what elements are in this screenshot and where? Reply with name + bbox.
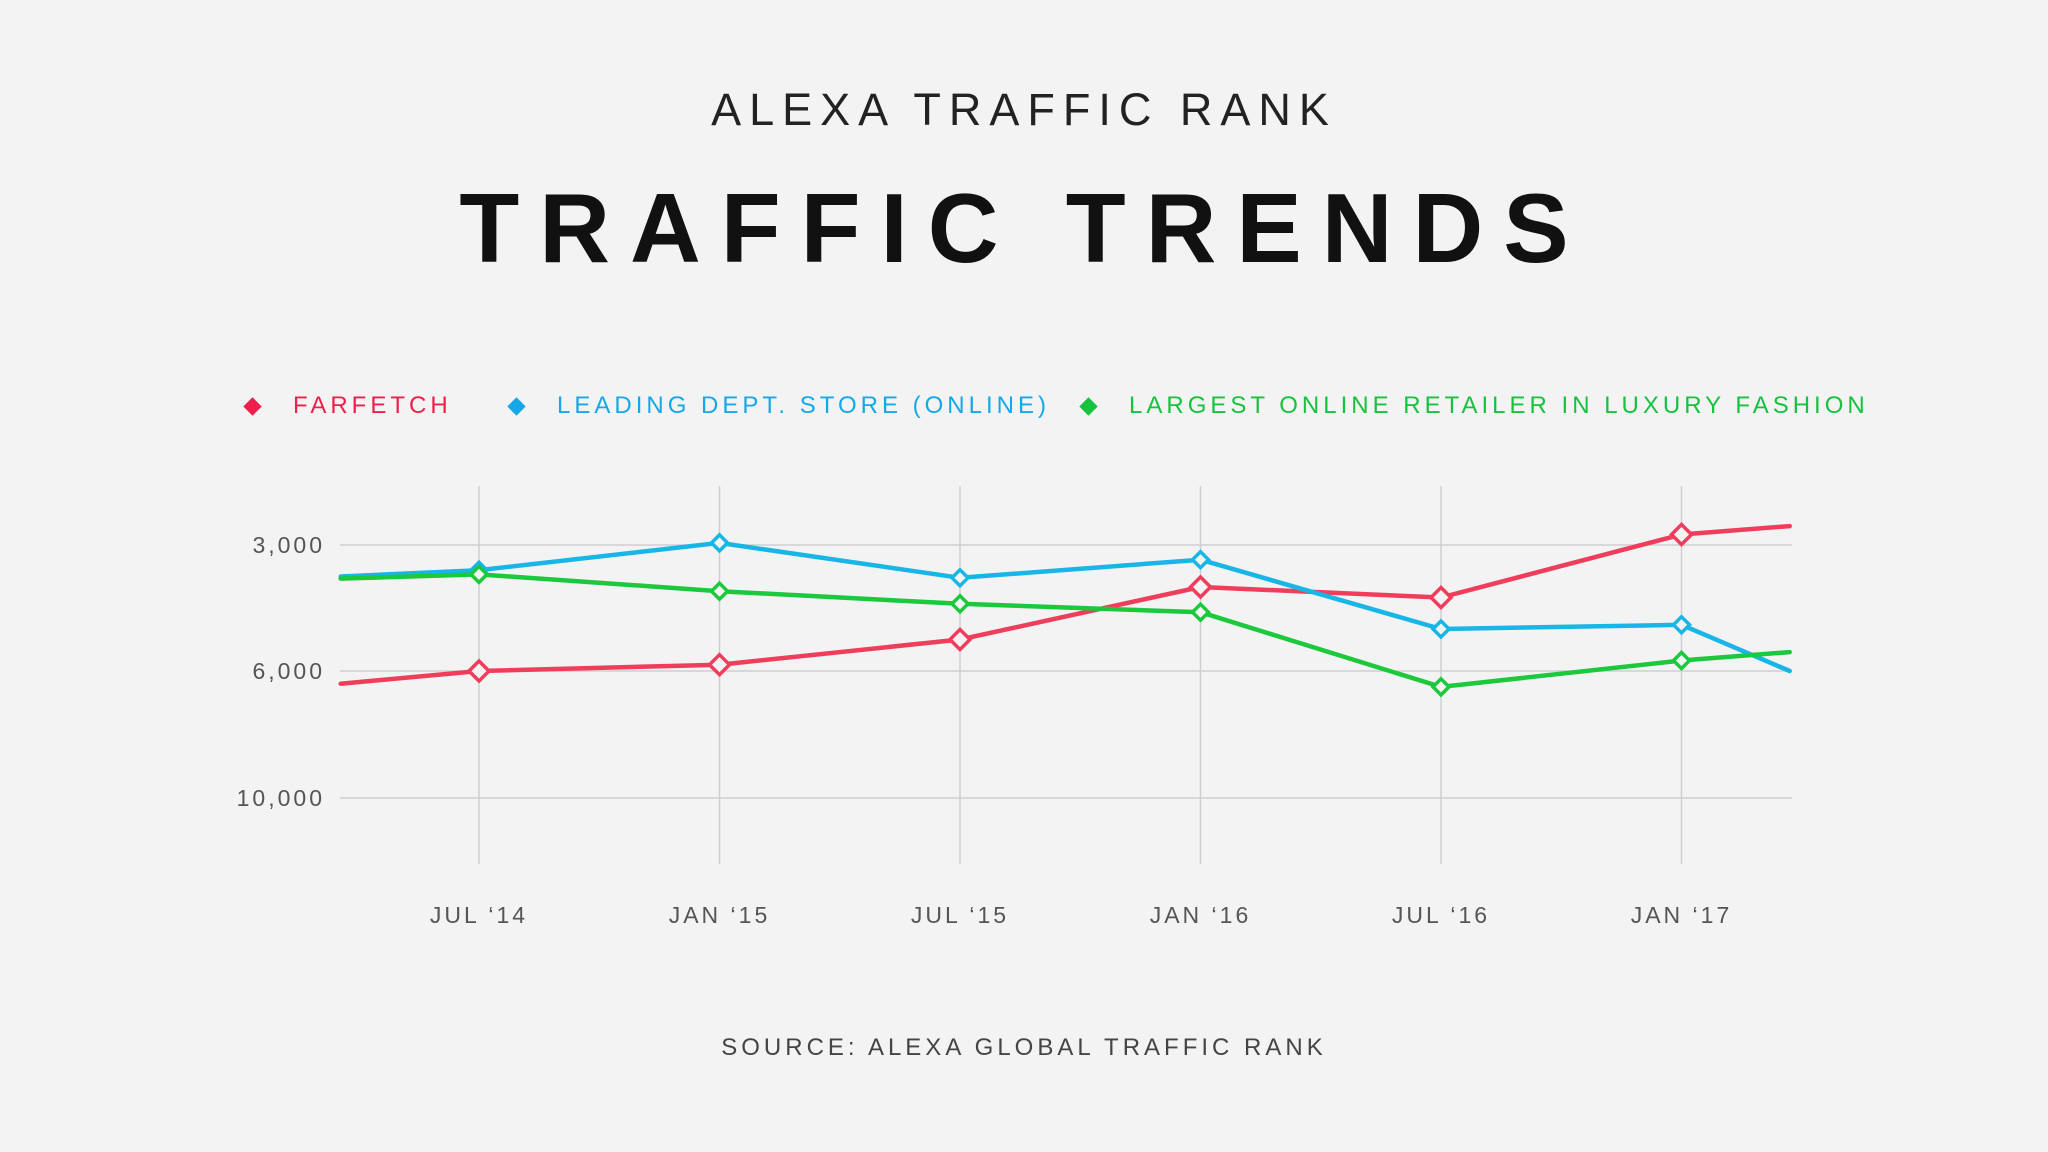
legend-item-dept-store: LEADING DEPT. STORE (ONLINE) [507,390,1050,422]
x-tick-label: JAN ‘17 [1631,902,1733,928]
data-point-marker [468,563,490,585]
x-tick-label: JAN ‘15 [669,902,771,928]
data-point-marker [1671,650,1692,671]
data-point-marker [949,567,971,589]
chart-title: TRAFFIC TRENDS [459,173,1589,283]
data-point-marker [1430,618,1452,640]
x-tick-label: JUL ‘16 [1392,902,1490,928]
series-line-2 [338,572,1792,690]
data-point-marker [949,593,971,615]
y-tick-label: 3,000 [252,532,325,558]
data-point-marker [707,652,732,678]
legend-label-farfetch: FARFETCH [293,392,452,419]
legend-item-farfetch: FARFETCH [243,390,452,422]
series-line-0 [338,523,1792,686]
source-note: SOURCE: ALEXA GLOBAL TRAFFIC RANK [721,1034,1327,1061]
data-point-marker [709,532,730,554]
data-point-marker [947,627,973,652]
x-tick-label: JAN ‘16 [1150,902,1252,928]
series-line-1 [338,540,1792,674]
legend-label-luxury-retailer: LARGEST ONLINE RETAILER IN LUXURY FASHIO… [1129,392,1869,419]
data-point-marker [1190,601,1211,623]
x-tick-label: JUL ‘15 [911,902,1009,928]
data-point-marker [466,658,492,684]
legend-item-luxury-retailer: LARGEST ONLINE RETAILER IN LUXURY FASHIO… [1079,390,1869,422]
legend-label-dept-store: LEADING DEPT. STORE (ONLINE) [557,392,1050,419]
data-point-marker [1671,614,1692,636]
data-point-marker [1190,549,1211,571]
data-point-marker [1428,585,1454,610]
data-point-marker [1669,522,1694,547]
data-point-marker [1188,574,1213,600]
chart-subtitle: ALEXA TRAFFIC RANK [711,84,1337,135]
y-tick-label: 6,000 [252,658,325,684]
data-point-marker [709,580,730,602]
y-tick-label: 10,000 [237,785,325,811]
x-tick-label: JUL ‘14 [430,902,528,928]
data-point-marker [1430,676,1452,698]
